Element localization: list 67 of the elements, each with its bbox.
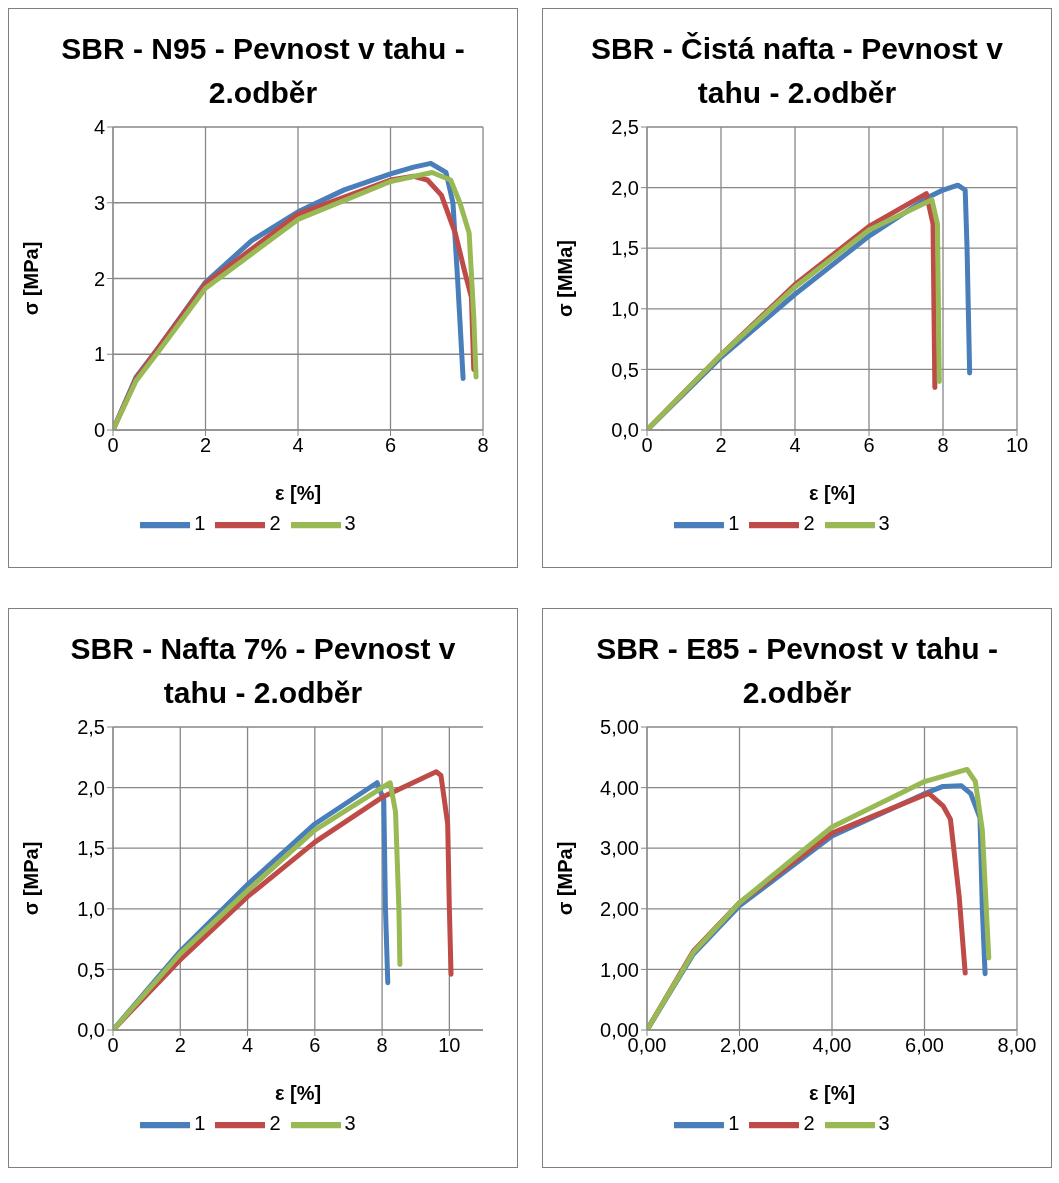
x-tick-label: 2,00 [720, 1034, 759, 1057]
legend-label: 3 [344, 1112, 356, 1135]
chart-title: SBR - N95 - Pevnost v tahu - 2.odběr [60, 31, 466, 111]
y-tick-label: 0,5 [611, 358, 639, 381]
y-tick-label: 2,0 [77, 776, 105, 799]
x-axis-title: ε [%] [274, 1082, 322, 1104]
legend-label: 3 [878, 1112, 890, 1135]
x-tick-label: 2 [715, 434, 727, 457]
legend-label: 3 [344, 512, 356, 535]
chart-title: SBR - Nafta 7% - Pevnost v tahu - 2.odběr [69, 631, 457, 711]
y-tick-label: 0 [93, 419, 105, 442]
y-tick-label: 2,0 [611, 176, 639, 199]
x-tick-label: 8 [937, 434, 949, 457]
x-tick-label: 6,00 [905, 1034, 944, 1057]
y-tick-label: 4,00 [600, 776, 639, 799]
y-tick-label: 1,5 [77, 837, 105, 860]
x-tick-label: 8,00 [997, 1034, 1037, 1057]
x-axis-title: ε [%] [274, 482, 322, 504]
legend-label: 1 [728, 1112, 740, 1135]
x-tick-label: 0 [107, 434, 119, 457]
y-tick-label: 1,0 [77, 897, 105, 920]
legend-label: 1 [728, 512, 740, 535]
y-tick-label: 1,00 [600, 958, 639, 981]
x-tick-label: 6 [384, 434, 397, 457]
y-tick-label: 1,5 [611, 237, 639, 260]
y-tick-label: 1 [93, 343, 105, 366]
y-tick-label: 2,5 [77, 716, 105, 739]
x-tick-label: 2 [174, 1034, 186, 1057]
chart-title: SBR - Čistá nafta - Pevnost v tahu - 2.odběr [590, 31, 1004, 111]
y-tick-label: 0,0 [77, 1019, 105, 1042]
x-tick-label: 10 [1005, 434, 1029, 457]
x-tick-label: 4,00 [812, 1034, 852, 1057]
legend-label: 2 [803, 512, 815, 535]
y-tick-label: 4 [93, 116, 105, 139]
y-axis-title: σ [MMa] [554, 239, 577, 318]
x-tick-label: 8 [376, 1034, 388, 1057]
x-tick-label: 6 [309, 1034, 321, 1057]
y-axis-title: σ [MPa] [20, 241, 43, 316]
y-tick-label: 2,00 [600, 897, 639, 920]
legend-label: 2 [269, 512, 281, 535]
x-tick-label: 0 [641, 434, 653, 457]
legend-label: 1 [194, 512, 206, 535]
x-axis-title: ε [%] [808, 1082, 856, 1104]
y-tick-label: 0,5 [77, 958, 105, 981]
legend-label: 2 [803, 1112, 815, 1135]
legend-label: 2 [269, 1112, 281, 1135]
x-tick-label: 4 [241, 1034, 254, 1057]
x-tick-label: 4 [789, 434, 801, 457]
x-tick-label: 10 [438, 1034, 461, 1057]
y-tick-label: 5,00 [600, 716, 639, 739]
x-tick-label: 4 [292, 434, 304, 457]
x-axis-title: ε [%] [808, 482, 856, 504]
chart-title: SBR - E85 - Pevnost v tahu - 2.odběr [595, 631, 999, 711]
y-axis-title: σ [MPa] [554, 841, 577, 916]
y-tick-label: 1,0 [611, 297, 639, 320]
x-tick-label: 0 [107, 1034, 119, 1057]
x-tick-label: 2 [199, 434, 212, 457]
legend-label: 3 [878, 512, 890, 535]
legend-label: 1 [194, 1112, 206, 1135]
y-tick-label: 2,5 [611, 116, 639, 139]
x-tick-label: 8 [477, 434, 489, 457]
y-tick-label: 3,00 [600, 837, 639, 860]
x-tick-label: 6 [863, 434, 875, 457]
y-tick-label: 3 [93, 191, 105, 214]
y-tick-label: 2 [93, 267, 105, 290]
y-axis-title: σ [MPa] [20, 841, 43, 916]
y-tick-label: 0,0 [611, 419, 639, 442]
